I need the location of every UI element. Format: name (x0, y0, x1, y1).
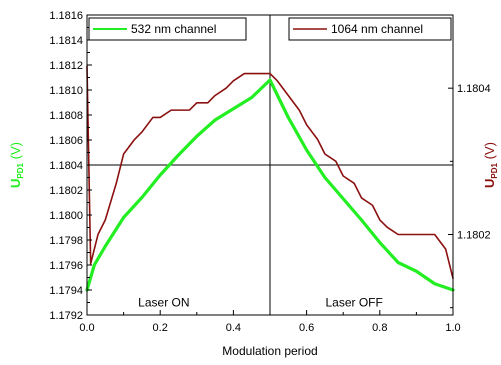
y-right-axis-title: UPD1 (V) (482, 142, 499, 188)
legend-box-532nm (88, 17, 247, 41)
y-left-tick-label: 1.1812 (49, 60, 83, 72)
axis-label-sub: PD1 (490, 162, 499, 178)
series-line-1064nm (86, 65, 454, 280)
legend-label-532nm: 532 nm channel (131, 22, 216, 36)
y-left-tick-label: 1.1798 (49, 235, 83, 247)
axis-label-sub: PD1 (16, 162, 25, 178)
y-left-tick-label: 1.1796 (49, 260, 83, 272)
y-left-tick-label: 1.1808 (49, 110, 83, 122)
y-left-axis-title: UPD1 (V) (8, 142, 25, 188)
legend-label-1064nm: 1064 nm channel (331, 22, 423, 36)
x-tick-label: 0.2 (153, 322, 168, 334)
x-tick-label: 1.0 (445, 322, 460, 334)
y-left-tick-label: 1.1810 (49, 85, 83, 97)
x-tick-label: 0.6 (299, 322, 314, 334)
annotation-label: Laser ON (138, 295, 189, 309)
y-left-tick-label: 1.1814 (49, 35, 83, 47)
text-layer: 0.0 0.2 0.4 0.6 0.8 1.0 1.1792 1.1794 1.1796 1.17… (8, 10, 499, 358)
y-left-tick-label: 1.1802 (49, 185, 83, 197)
x-tick-label: 0.8 (372, 322, 387, 334)
annotation-label: Laser OFF (326, 295, 383, 309)
series-layer (85, 65, 455, 292)
x-tick-label: 0.0 (79, 322, 94, 334)
axis-label-unit: (V) (8, 142, 23, 163)
axis-label-main: U (8, 179, 23, 188)
y-right-tick-label: 1.1804 (457, 83, 491, 95)
y-left-tick-label: 1.1804 (49, 160, 83, 172)
y-right-tick-label: 1.1802 (457, 230, 491, 242)
y-left-tick-label: 1.1792 (49, 310, 83, 322)
y-left-tick-label: 1.1816 (49, 10, 83, 22)
y-left-tick-label: 1.1800 (49, 210, 83, 222)
series-line-532nm (85, 78, 455, 292)
x-axis-title: Modulation period (222, 344, 317, 358)
x-tick-label: 0.4 (226, 322, 241, 334)
legend-layer: 532 nm channel 1064 nm channel (88, 17, 452, 41)
reference-lines (87, 15, 453, 315)
y-left-tick-label: 1.1806 (49, 135, 83, 147)
y-left-tick-label: 1.1794 (49, 285, 83, 297)
axis-label-unit: (V) (482, 142, 497, 163)
legend-box-1064nm (288, 17, 452, 41)
axis-label-main: U (482, 179, 497, 188)
